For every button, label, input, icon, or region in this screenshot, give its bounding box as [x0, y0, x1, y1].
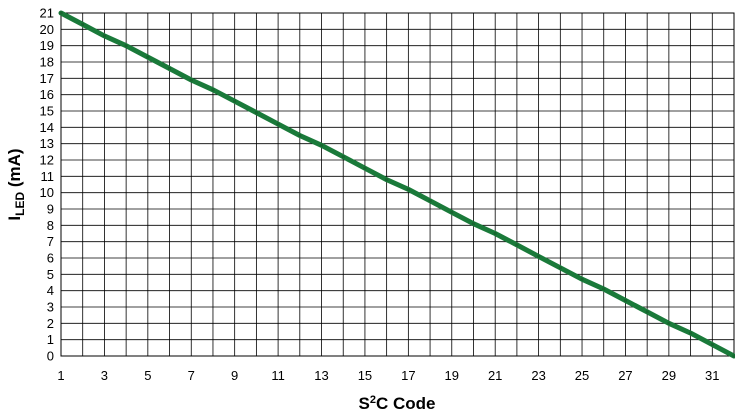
data-point — [146, 55, 150, 59]
y-tick-label: 6 — [47, 251, 54, 266]
x-tick-label: 25 — [575, 368, 589, 383]
y-tick-label: 14 — [40, 120, 54, 135]
data-point — [102, 34, 107, 38]
x-tick-label: 13 — [314, 368, 328, 383]
data-point — [81, 22, 85, 27]
grid-lines — [60, 12, 735, 357]
y-axis-title: ILED (mA) — [5, 148, 27, 220]
data-point — [254, 111, 258, 115]
data-point — [428, 199, 432, 203]
data-point — [59, 11, 63, 15]
series-line-0 — [58, 10, 735, 359]
x-axis-title-part1: S — [359, 394, 370, 413]
data-point — [493, 231, 497, 236]
data-point — [537, 254, 541, 258]
y-tick-label: 18 — [40, 55, 54, 70]
x-tick-label: 27 — [618, 368, 632, 383]
x-tick-label: 1 — [57, 368, 64, 383]
x-tick-label: 17 — [401, 368, 415, 383]
x-tick-label: 29 — [662, 368, 676, 383]
data-point — [623, 298, 628, 303]
x-tick-label: 23 — [531, 368, 545, 383]
y-tick-label: 8 — [47, 218, 54, 233]
x-tick-label: 7 — [188, 368, 195, 383]
y-axis-title-unit: (mA) — [5, 148, 24, 191]
y-tick-label: 3 — [47, 300, 54, 315]
y-tick-label: 20 — [40, 22, 54, 37]
data-point — [233, 99, 237, 103]
x-axis-title-part2: C Code — [376, 394, 436, 413]
x-tick-label: 5 — [144, 368, 151, 383]
data-point — [341, 155, 345, 159]
x-tick-labels: 1 3 5 7 9 11 13 15 17 19 21 23 25 27 29 31 — [57, 368, 719, 383]
x-tick-label: 21 — [488, 368, 502, 383]
y-tick-label: 19 — [40, 38, 54, 53]
x-tick-label: 3 — [101, 368, 108, 383]
y-axis-title-subscript: LED — [13, 192, 27, 216]
data-point — [189, 78, 193, 82]
data-point — [167, 66, 172, 71]
y-tick-label: 13 — [40, 136, 54, 151]
y-tick-label: 16 — [40, 87, 54, 102]
data-point — [688, 331, 693, 335]
y-tick-label: 5 — [47, 267, 54, 282]
y-tick-label: 12 — [40, 153, 54, 168]
x-tick-label: 15 — [358, 368, 372, 383]
x-tick-label: 19 — [445, 368, 459, 383]
series-layer — [58, 10, 735, 359]
data-point — [319, 143, 324, 147]
data-point — [645, 310, 649, 314]
data-point — [385, 178, 389, 182]
y-tick-label: 17 — [40, 71, 54, 86]
data-point — [710, 342, 714, 347]
x-tick-label: 31 — [705, 368, 719, 383]
data-point — [406, 187, 410, 191]
data-point — [450, 210, 454, 214]
y-tick-label: 2 — [47, 316, 54, 331]
data-point — [471, 222, 476, 226]
y-axis-title-main: I — [5, 216, 24, 221]
data-point — [363, 166, 367, 170]
plot-frame — [60, 12, 735, 357]
x-tick-label: 11 — [271, 368, 285, 383]
y-tick-label: 9 — [47, 202, 54, 217]
y-tick-label: 15 — [40, 104, 54, 119]
data-point — [298, 133, 302, 138]
data-point — [580, 277, 584, 281]
y-tick-label: 21 — [40, 6, 54, 21]
data-point — [211, 88, 215, 92]
data-point — [124, 44, 128, 48]
data-point — [558, 266, 562, 270]
y-tick-label: 7 — [47, 234, 54, 249]
data-point — [602, 287, 606, 291]
y-tick-label: 11 — [41, 169, 55, 184]
y-tick-label: 1 — [47, 332, 54, 347]
x-tick-label: 9 — [231, 368, 238, 383]
data-point — [515, 243, 519, 247]
data-point — [276, 122, 280, 126]
data-point — [667, 321, 671, 325]
y-tick-label: 10 — [40, 185, 54, 200]
x-axis-title: S2C Code — [359, 394, 436, 413]
data-point — [732, 354, 735, 358]
y-tick-label: 4 — [47, 283, 54, 298]
y-tick-label: 0 — [47, 349, 54, 364]
x-axis-title-superscript: 2 — [370, 394, 376, 406]
